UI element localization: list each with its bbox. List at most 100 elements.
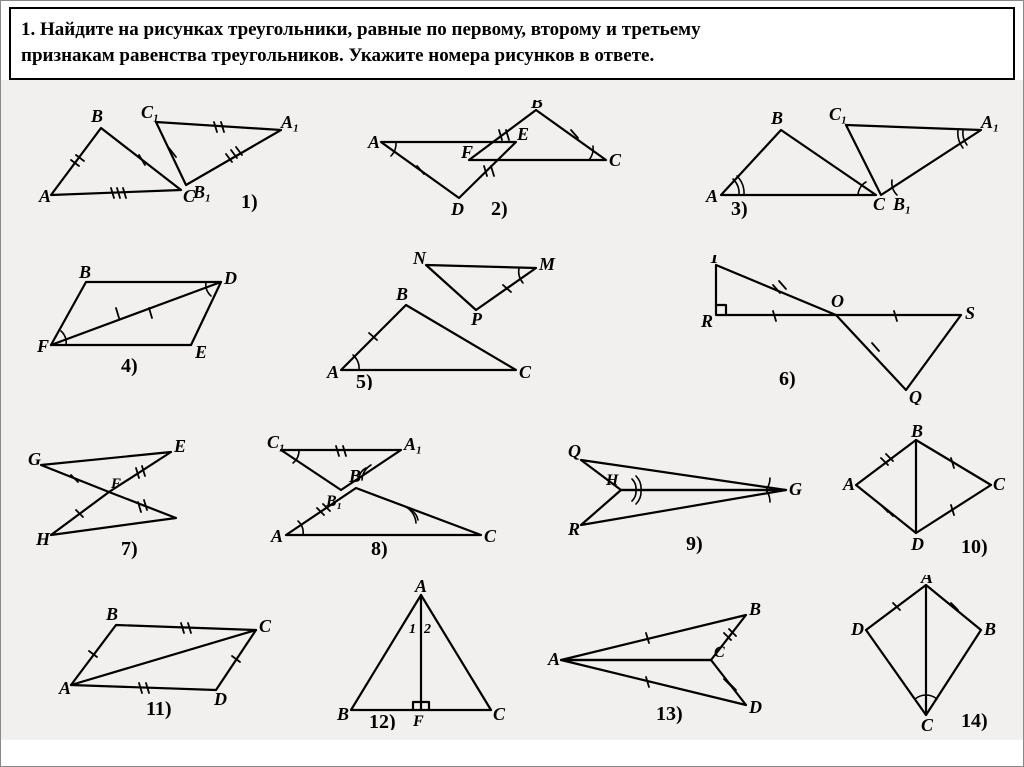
lbl: T xyxy=(709,255,721,267)
lbl: A₁ xyxy=(280,112,299,132)
fig-13: A B C D 13) xyxy=(546,595,806,725)
lbl: A xyxy=(705,186,718,206)
lbl: A xyxy=(414,580,427,596)
lbl: R xyxy=(700,311,713,331)
lbl: R xyxy=(567,519,580,539)
fig-num: 7) xyxy=(121,538,138,560)
lbl: C₁ xyxy=(141,102,159,122)
fig-7: G E F H 7) xyxy=(26,430,236,560)
lbl: C xyxy=(484,526,497,546)
lbl: G xyxy=(789,479,802,499)
fig-num: 3) xyxy=(731,198,748,220)
lbl: A xyxy=(367,132,380,152)
fig-2: A B C D E F 2) xyxy=(361,100,631,220)
worksheet-page: 1. Найдите на рисунках треугольники, рав… xyxy=(0,0,1024,767)
fig-3: A B C C₁ A₁ B₁ 3) xyxy=(701,100,1001,220)
lbl: A xyxy=(326,362,339,382)
lbl: Q xyxy=(568,441,581,461)
lbl: H xyxy=(35,529,51,549)
fig-num: 8) xyxy=(371,538,388,560)
lbl: D xyxy=(213,689,227,709)
fig-11: A B C D 11) xyxy=(56,600,296,720)
lbl: A xyxy=(270,526,283,546)
lbl: E xyxy=(516,124,529,144)
lbl: B xyxy=(78,262,91,282)
fig-num: 12) xyxy=(369,711,396,730)
lbl: P xyxy=(470,309,483,329)
lbl: A xyxy=(842,474,855,494)
lbl: C xyxy=(609,150,622,170)
lbl: B xyxy=(336,704,349,724)
lbl: D xyxy=(851,619,864,639)
lbl: B xyxy=(395,284,408,304)
lbl: D xyxy=(910,534,924,554)
lbl: C₁ xyxy=(267,432,285,452)
lbl: A xyxy=(547,649,560,669)
lbl: F xyxy=(460,142,473,162)
figures-area: A B C C₁ A₁ B₁ 1) A B C D E F 2) xyxy=(1,80,1023,740)
fig-4: B D E F 4) xyxy=(31,260,261,380)
lbl: B xyxy=(90,106,103,126)
fig-1: A B C C₁ A₁ B₁ 1) xyxy=(31,100,321,220)
lbl: E xyxy=(173,436,186,456)
lbl: D xyxy=(450,199,464,219)
fig-num: 1) xyxy=(241,191,258,213)
lbl: C xyxy=(259,616,272,636)
fig-14: A B C D 14) xyxy=(851,575,1011,735)
lbl: A xyxy=(58,678,71,698)
lbl: D xyxy=(748,697,762,717)
lbl: C₁ xyxy=(829,104,847,124)
lbl: A xyxy=(920,575,933,587)
fig-8: C₁ A₁ B₁ A B C 8) xyxy=(251,430,521,560)
lbl: C xyxy=(921,715,934,735)
lbl: B₁ xyxy=(192,182,211,202)
lbl: M xyxy=(538,254,556,274)
lbl: B xyxy=(983,619,996,639)
fig-10: A B C D 10) xyxy=(841,425,1011,560)
lbl: F xyxy=(412,713,424,730)
lbl: A₁ xyxy=(980,112,999,132)
lbl: G xyxy=(28,449,41,469)
lbl: C xyxy=(493,704,506,724)
fig-num: 5) xyxy=(356,371,373,390)
fig-num: 11) xyxy=(146,698,172,720)
lbl: F xyxy=(110,476,121,492)
lbl: F xyxy=(36,336,49,356)
lbl: C xyxy=(993,474,1006,494)
fig-9: Q H R G 9) xyxy=(556,435,806,560)
fig-num: 14) xyxy=(961,710,988,732)
task-box: 1. Найдите на рисунках треугольники, рав… xyxy=(9,7,1015,80)
lbl: C xyxy=(873,194,886,214)
lbl: A xyxy=(38,186,51,206)
lbl: B xyxy=(748,599,761,619)
lbl: C xyxy=(519,362,532,382)
fig-num: 10) xyxy=(961,536,988,558)
fig-num: 4) xyxy=(121,355,138,377)
lbl: 2 xyxy=(423,622,431,637)
lbl: Q xyxy=(909,387,922,405)
fig-6: T R O S Q 6) xyxy=(661,255,1001,405)
lbl: B₁ xyxy=(892,194,911,214)
lbl: D xyxy=(223,268,237,288)
lbl: E xyxy=(194,342,207,362)
lbl: B xyxy=(105,604,118,624)
fig-num: 6) xyxy=(779,368,796,390)
lbl: B xyxy=(910,425,923,441)
lbl: B xyxy=(530,100,543,112)
lbl: H xyxy=(605,472,619,489)
lbl: B xyxy=(770,108,783,128)
lbl: A₁ xyxy=(403,434,422,454)
task-line1: 1. Найдите на рисунках треугольники, рав… xyxy=(21,19,701,40)
lbl: S xyxy=(965,303,975,323)
task-line2: признакам равенства треугольников. Укажи… xyxy=(21,45,654,66)
lbl: C xyxy=(714,644,725,661)
fig-5: N M P A B C 5) xyxy=(311,250,571,390)
lbl: 1 xyxy=(409,622,416,637)
lbl: N xyxy=(412,250,427,268)
fig-num: 13) xyxy=(656,703,683,725)
lbl: B₁ xyxy=(325,493,342,510)
fig-num: 9) xyxy=(686,533,703,555)
fig-num: 2) xyxy=(491,198,508,220)
fig-12: 1 2 A B C F 12) xyxy=(331,580,511,730)
lbl: B xyxy=(348,466,361,486)
